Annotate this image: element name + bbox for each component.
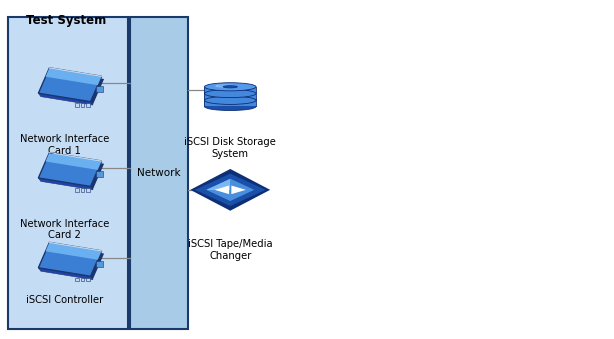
Bar	[86, 188, 90, 192]
Polygon shape	[206, 179, 254, 201]
Text: Test System: Test System	[26, 14, 106, 27]
Polygon shape	[41, 71, 104, 104]
Bar	[76, 278, 79, 281]
Ellipse shape	[204, 89, 256, 97]
Bar	[204, 100, 256, 106]
Bar	[204, 94, 256, 100]
Bar	[8, 17, 128, 329]
Ellipse shape	[204, 83, 256, 91]
Text: Network Interface
Card 2: Network Interface Card 2	[20, 219, 109, 240]
Bar	[76, 103, 79, 107]
Polygon shape	[215, 185, 229, 194]
Ellipse shape	[204, 96, 256, 104]
Polygon shape	[206, 179, 230, 190]
Bar	[81, 188, 85, 192]
Polygon shape	[41, 155, 104, 189]
Text: iSCSI Controller: iSCSI Controller	[26, 295, 103, 305]
Bar	[96, 86, 103, 92]
Polygon shape	[45, 242, 101, 260]
Ellipse shape	[204, 89, 256, 98]
Polygon shape	[194, 173, 266, 206]
Text: iSCSI Disk Storage
System: iSCSI Disk Storage System	[184, 137, 276, 159]
Polygon shape	[38, 242, 101, 276]
Text: Network: Network	[137, 168, 181, 178]
Polygon shape	[41, 245, 104, 279]
Polygon shape	[38, 268, 93, 280]
Text: Network Interface
Card 1: Network Interface Card 1	[20, 134, 109, 156]
Polygon shape	[45, 153, 101, 170]
Bar	[130, 17, 188, 329]
Polygon shape	[38, 153, 101, 186]
Bar	[86, 103, 90, 107]
Polygon shape	[38, 93, 93, 105]
Text: iSCSI Tape/Media
Changer: iSCSI Tape/Media Changer	[188, 239, 273, 261]
Polygon shape	[231, 185, 246, 194]
Bar	[86, 278, 90, 281]
Bar	[76, 188, 79, 192]
Ellipse shape	[223, 86, 238, 88]
Ellipse shape	[204, 102, 256, 111]
Ellipse shape	[204, 96, 256, 104]
Bar	[81, 278, 85, 281]
Bar	[96, 261, 103, 267]
Polygon shape	[45, 68, 101, 85]
Bar	[96, 171, 103, 177]
Polygon shape	[190, 169, 270, 211]
Bar	[204, 87, 256, 93]
Polygon shape	[38, 68, 101, 102]
Polygon shape	[38, 178, 93, 190]
Bar	[81, 103, 85, 107]
